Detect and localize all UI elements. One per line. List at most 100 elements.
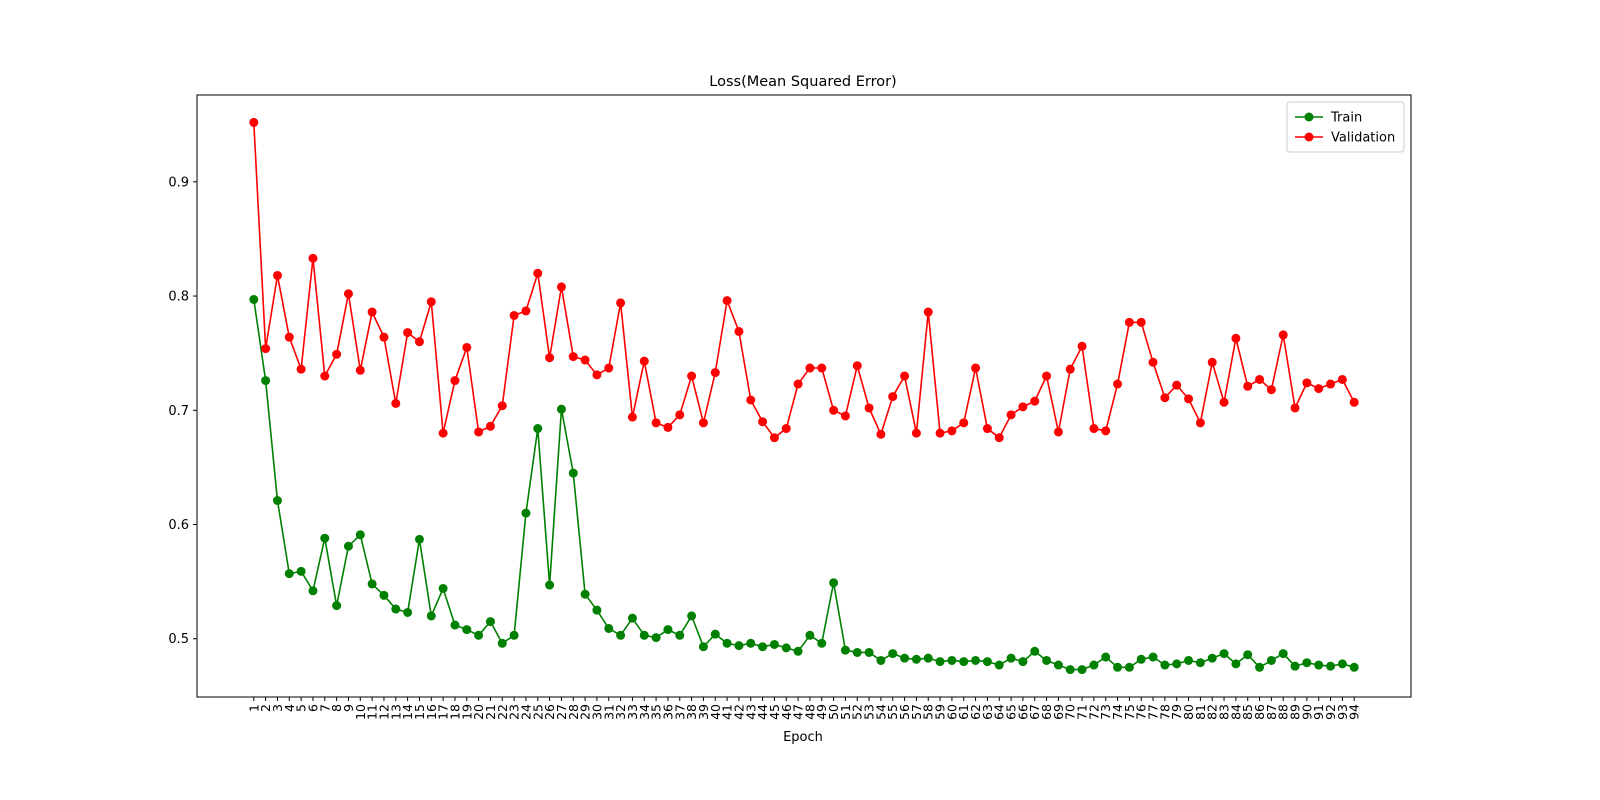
series-line-validation <box>253 122 1355 439</box>
series-train <box>249 294 1359 675</box>
x-tick-label: 12 <box>376 704 391 720</box>
data-point-train <box>462 625 472 635</box>
data-point-train <box>438 583 448 593</box>
data-point-validation <box>982 424 992 434</box>
data-point-validation <box>698 418 708 428</box>
data-point-validation <box>533 268 543 278</box>
x-tick-label: 56 <box>897 704 912 720</box>
data-point-validation <box>758 417 768 427</box>
data-point-validation <box>261 344 271 354</box>
data-point-train <box>1278 649 1288 659</box>
x-tick-label: 58 <box>921 704 936 720</box>
x-tick-label: 60 <box>944 704 959 720</box>
x-tick-label: 17 <box>436 704 451 720</box>
data-point-train <box>627 613 637 623</box>
data-point-validation <box>1006 410 1016 420</box>
data-point-validation <box>840 411 850 421</box>
data-point-train <box>947 655 957 665</box>
data-point-train <box>332 601 342 611</box>
x-tick-label: 28 <box>566 704 581 720</box>
data-point-train <box>1231 659 1241 669</box>
x-tick-label: 36 <box>660 704 675 720</box>
data-point-train <box>639 630 649 640</box>
data-point-train <box>1302 658 1312 668</box>
x-tick-label: 35 <box>649 704 664 720</box>
data-point-train <box>959 657 969 667</box>
x-tick-label: 20 <box>471 704 486 720</box>
x-tick-label: 65 <box>1004 704 1019 720</box>
data-point-train <box>556 404 566 414</box>
data-point-train <box>379 590 389 600</box>
data-point-train <box>1101 652 1111 662</box>
data-point-train <box>1160 660 1170 670</box>
x-tick-label: 79 <box>1169 704 1184 720</box>
data-point-validation <box>474 427 484 437</box>
data-point-train <box>533 424 543 434</box>
data-point-validation <box>497 401 507 411</box>
x-tick-label: 6 <box>305 704 320 712</box>
data-point-train <box>1207 653 1217 663</box>
data-point-validation <box>568 352 578 362</box>
x-tick-label: 73 <box>1098 704 1113 720</box>
data-point-validation <box>864 403 874 413</box>
data-point-train <box>876 655 886 665</box>
x-tick-label: 82 <box>1205 704 1220 720</box>
series-validation <box>249 117 1359 443</box>
data-point-train <box>1184 655 1194 665</box>
x-tick-label: 85 <box>1240 704 1255 720</box>
data-point-validation <box>769 433 779 443</box>
data-point-validation <box>1207 357 1217 367</box>
data-point-validation <box>296 364 306 374</box>
x-tick-label: 43 <box>743 704 758 720</box>
x-tick-label: 46 <box>779 704 794 720</box>
data-point-validation <box>627 412 637 422</box>
data-point-train <box>509 630 519 640</box>
data-point-validation <box>556 282 566 292</box>
data-point-validation <box>1148 357 1158 367</box>
data-point-train <box>1124 662 1134 672</box>
x-tick-label: 88 <box>1276 704 1291 720</box>
chart-title: Loss(Mean Squared Error) <box>709 74 896 90</box>
data-point-validation <box>1053 427 1063 437</box>
data-point-validation <box>1042 371 1052 381</box>
x-tick-label: 38 <box>684 704 699 720</box>
data-point-validation <box>355 365 365 375</box>
data-point-validation <box>1266 385 1276 395</box>
data-point-validation <box>994 433 1004 443</box>
data-point-validation <box>923 307 933 317</box>
x-tick-label: 87 <box>1264 704 1279 720</box>
x-tick-label: 57 <box>909 704 924 720</box>
x-tick-label: 90 <box>1299 704 1314 720</box>
x-tick-label: 76 <box>1134 704 1149 720</box>
data-point-train <box>1266 655 1276 665</box>
data-point-validation <box>734 326 744 336</box>
x-tick-label: 66 <box>1015 704 1030 720</box>
data-point-train <box>1053 660 1063 670</box>
data-point-train <box>900 653 910 663</box>
data-point-validation <box>332 349 342 359</box>
legend-marker-validation <box>1304 132 1314 142</box>
legend-label-validation: Validation <box>1331 131 1395 146</box>
data-point-validation <box>521 306 531 316</box>
x-tick-label: 8 <box>329 704 344 712</box>
data-point-validation <box>450 376 460 386</box>
data-point-validation <box>343 289 353 299</box>
x-tick-label: 53 <box>862 704 877 720</box>
x-tick-label: 23 <box>507 704 522 720</box>
x-tick-label: 47 <box>791 704 806 720</box>
data-point-validation <box>1172 380 1182 390</box>
x-tick-label: 4 <box>282 704 297 712</box>
x-tick-label: 64 <box>992 704 1007 720</box>
data-point-validation <box>272 270 282 280</box>
data-point-validation <box>414 337 424 347</box>
data-point-validation <box>1337 374 1347 384</box>
x-tick-label: 33 <box>625 704 640 720</box>
data-point-train <box>320 533 330 543</box>
data-point-validation <box>284 332 294 342</box>
data-point-train <box>769 639 779 649</box>
x-tick-label: 32 <box>613 704 628 720</box>
data-point-train <box>1337 659 1347 669</box>
data-point-train <box>343 541 353 551</box>
data-point-validation <box>580 355 590 365</box>
x-tick-label: 92 <box>1323 704 1338 720</box>
